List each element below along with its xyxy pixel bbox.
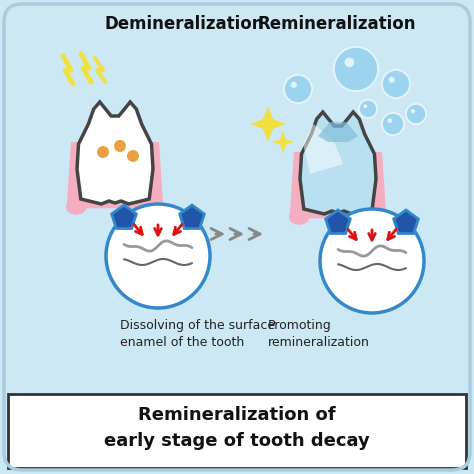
FancyBboxPatch shape — [8, 394, 466, 468]
Polygon shape — [250, 106, 286, 142]
Circle shape — [363, 104, 367, 108]
Circle shape — [320, 209, 424, 313]
Circle shape — [97, 146, 109, 158]
Polygon shape — [300, 112, 376, 214]
Text: Demineralization: Demineralization — [105, 15, 264, 33]
Ellipse shape — [367, 210, 386, 224]
Polygon shape — [112, 205, 137, 228]
Ellipse shape — [67, 200, 86, 214]
Polygon shape — [67, 142, 164, 208]
Circle shape — [406, 104, 426, 124]
Polygon shape — [393, 210, 419, 234]
Circle shape — [127, 150, 139, 162]
Circle shape — [389, 77, 395, 83]
Circle shape — [345, 57, 354, 67]
Polygon shape — [318, 122, 358, 142]
Polygon shape — [326, 210, 350, 234]
Circle shape — [291, 82, 297, 88]
Circle shape — [382, 113, 404, 135]
Circle shape — [359, 100, 377, 118]
Polygon shape — [180, 205, 204, 228]
Circle shape — [106, 204, 210, 308]
Ellipse shape — [290, 210, 309, 224]
Polygon shape — [290, 152, 386, 218]
Circle shape — [284, 75, 312, 103]
Text: Remineralization of
early stage of tooth decay: Remineralization of early stage of tooth… — [104, 407, 370, 449]
Circle shape — [334, 47, 378, 91]
Text: Remineralization: Remineralization — [258, 15, 417, 33]
Circle shape — [382, 70, 410, 98]
Polygon shape — [272, 131, 294, 153]
Circle shape — [114, 140, 126, 152]
Ellipse shape — [144, 200, 164, 214]
Circle shape — [411, 109, 415, 113]
Polygon shape — [303, 124, 343, 174]
Polygon shape — [77, 102, 153, 204]
Text: Promoting
remineralization: Promoting remineralization — [268, 319, 370, 349]
Circle shape — [387, 118, 392, 123]
Text: Dissolving of the surface
enamel of the tooth: Dissolving of the surface enamel of the … — [120, 319, 275, 349]
